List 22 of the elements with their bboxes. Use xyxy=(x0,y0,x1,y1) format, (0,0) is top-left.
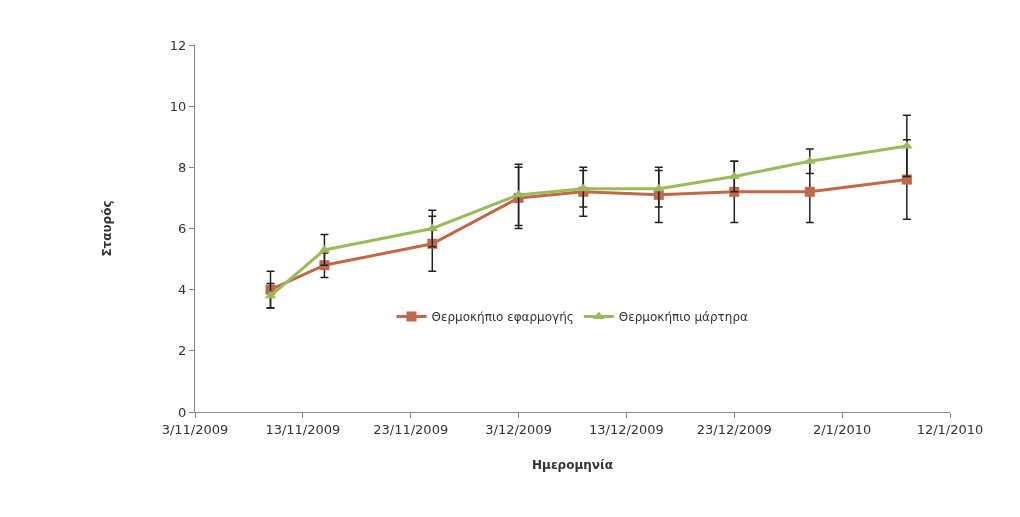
x-tick-label: 23/11/2009 xyxy=(373,421,449,437)
y-tick-label: 12 xyxy=(169,37,187,53)
x-tick-label: 13/11/2009 xyxy=(265,421,341,437)
x-tick-label: 23/12/2009 xyxy=(696,421,772,437)
x-tick-label: 2/1/2010 xyxy=(812,421,872,437)
x-tick-label: 3/11/2009 xyxy=(161,421,229,437)
y-tick-label: 8 xyxy=(178,159,187,175)
legend-label: Θερμοκήπιο μάρτηρα xyxy=(618,310,749,325)
point xyxy=(653,183,665,192)
y-tick-label: 2 xyxy=(178,343,187,359)
x-tick-label: 13/12/2009 xyxy=(588,421,664,437)
y-tick-label: 10 xyxy=(169,98,187,114)
x-axis-title: Ημερομηνία xyxy=(532,458,613,473)
x-tick-label: 12/1/2010 xyxy=(916,421,984,437)
x-tick-label: 3/12/2009 xyxy=(485,421,552,437)
y-tick-label: 6 xyxy=(178,221,187,237)
y-axis-title: Σταυρός xyxy=(100,200,115,257)
y-tick-label: 4 xyxy=(178,282,187,298)
point xyxy=(901,174,912,185)
legend-label: Θερμοκήπιο εφαρμογής xyxy=(431,310,574,325)
point xyxy=(804,186,815,197)
y-tick-label: 0 xyxy=(178,404,187,420)
